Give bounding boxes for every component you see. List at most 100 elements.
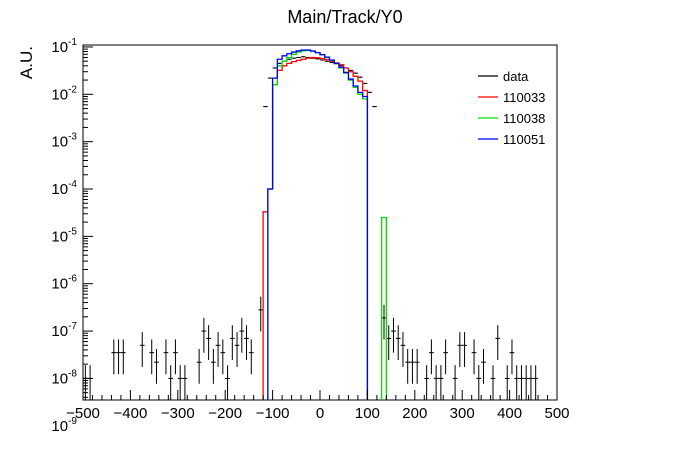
data-point xyxy=(173,339,178,375)
y-tick-label: 10-4 xyxy=(51,179,77,198)
x-tick-label: −400 xyxy=(114,405,148,422)
data-point xyxy=(462,332,467,367)
data-point xyxy=(139,332,145,367)
y-tick-label: 10-1 xyxy=(51,37,77,56)
legend-label: 110038 xyxy=(503,111,545,126)
data-point xyxy=(154,348,159,384)
x-tick-label: −500 xyxy=(66,405,100,422)
data-point xyxy=(357,76,363,78)
data-point xyxy=(533,365,539,400)
data-point xyxy=(362,82,368,85)
data-point xyxy=(329,61,335,64)
data-point xyxy=(386,325,392,360)
legend-label: data xyxy=(503,69,529,84)
legend-item-110051: 110051 xyxy=(478,132,545,147)
data-point xyxy=(400,332,406,367)
legend: data 110033 110038 110051 xyxy=(478,69,545,147)
data-point xyxy=(301,56,306,58)
data-point xyxy=(414,348,420,384)
data-point xyxy=(410,348,415,384)
legend-label: 110033 xyxy=(503,90,545,105)
series-data xyxy=(83,56,539,400)
data-point xyxy=(324,60,330,62)
data-point xyxy=(196,348,202,384)
data-point xyxy=(286,58,292,60)
data-point xyxy=(277,62,283,65)
data-point xyxy=(438,365,444,400)
data-point xyxy=(476,365,482,400)
data-point xyxy=(210,348,216,384)
data-point xyxy=(372,105,377,108)
y-axis-label: A.U. xyxy=(17,46,36,79)
x-tick-label: 300 xyxy=(450,405,475,422)
data-point xyxy=(348,69,354,72)
data-point xyxy=(315,58,320,60)
data-point xyxy=(320,59,325,61)
histogram-step-110033 xyxy=(262,56,369,400)
legend-item-110038: 110038 xyxy=(478,111,545,126)
y-tick-label: 10-7 xyxy=(51,321,77,340)
data-point xyxy=(229,325,235,360)
data-point xyxy=(523,365,529,400)
data-point xyxy=(457,332,463,367)
x-tick-label: −300 xyxy=(161,405,195,422)
data-point xyxy=(291,57,297,59)
x-tick-label: −100 xyxy=(256,405,290,422)
data-point xyxy=(267,77,273,79)
histogram-step-110038 xyxy=(267,49,369,400)
y-tick-label: 10-5 xyxy=(51,226,77,245)
y-axis: 10-9 10-8 10-7 10-6 10-5 10-4 10-3 10-2 10-1 xyxy=(51,37,93,435)
x-tick-label: 0 xyxy=(316,405,324,422)
plot-frame xyxy=(82,44,558,401)
data-point xyxy=(163,339,169,375)
y-tick-label: 10-9 xyxy=(51,416,77,435)
data-point xyxy=(519,365,524,400)
y-tick-label: 10-3 xyxy=(51,132,77,151)
x-tick-label: 400 xyxy=(497,405,522,422)
data-point xyxy=(452,365,458,400)
data-point xyxy=(149,339,155,375)
histogram-step-110051 xyxy=(267,49,369,400)
data-point xyxy=(490,365,496,400)
data-point xyxy=(528,365,534,400)
series-110033 xyxy=(262,56,369,400)
data-point xyxy=(220,339,226,375)
data-point xyxy=(206,325,211,360)
data-point xyxy=(215,332,221,367)
x-axis: −500 −400 −300 −200 −100 0 100 200 300 400 500 xyxy=(66,390,570,422)
histogram-step-110038 xyxy=(380,216,388,400)
y-tick-label: 10-6 xyxy=(51,274,77,293)
data-point xyxy=(424,365,430,400)
x-tick-label: 500 xyxy=(544,405,569,422)
data-point xyxy=(87,365,93,400)
series-layer xyxy=(83,49,539,400)
data-point xyxy=(481,348,486,384)
x-tick-label: 200 xyxy=(402,405,427,422)
data-point xyxy=(116,339,121,375)
series-110051 xyxy=(267,49,369,400)
data-point xyxy=(471,339,477,375)
data-point xyxy=(514,365,520,400)
legend-item-110033: 110033 xyxy=(478,90,545,105)
data-point xyxy=(177,365,183,400)
data-point xyxy=(443,339,448,375)
legend-item-data: data xyxy=(478,69,529,84)
x-tick-label: 100 xyxy=(355,405,380,422)
data-point xyxy=(391,317,396,353)
data-point xyxy=(263,105,268,108)
x-tick-label: −200 xyxy=(208,405,242,422)
data-point xyxy=(258,296,264,332)
data-point xyxy=(234,332,240,367)
data-point xyxy=(168,365,174,400)
data-point xyxy=(201,317,207,353)
y-tick-label: 10-2 xyxy=(51,84,77,103)
chart-title: Main/Track/Y0 xyxy=(287,7,402,27)
data-point xyxy=(239,317,245,353)
data-point xyxy=(353,72,358,74)
data-point xyxy=(182,365,188,400)
data-point xyxy=(381,304,387,340)
data-point xyxy=(495,325,501,360)
y-tick-label: 10-8 xyxy=(51,368,77,387)
data-point xyxy=(433,365,439,400)
data-point xyxy=(405,348,411,384)
